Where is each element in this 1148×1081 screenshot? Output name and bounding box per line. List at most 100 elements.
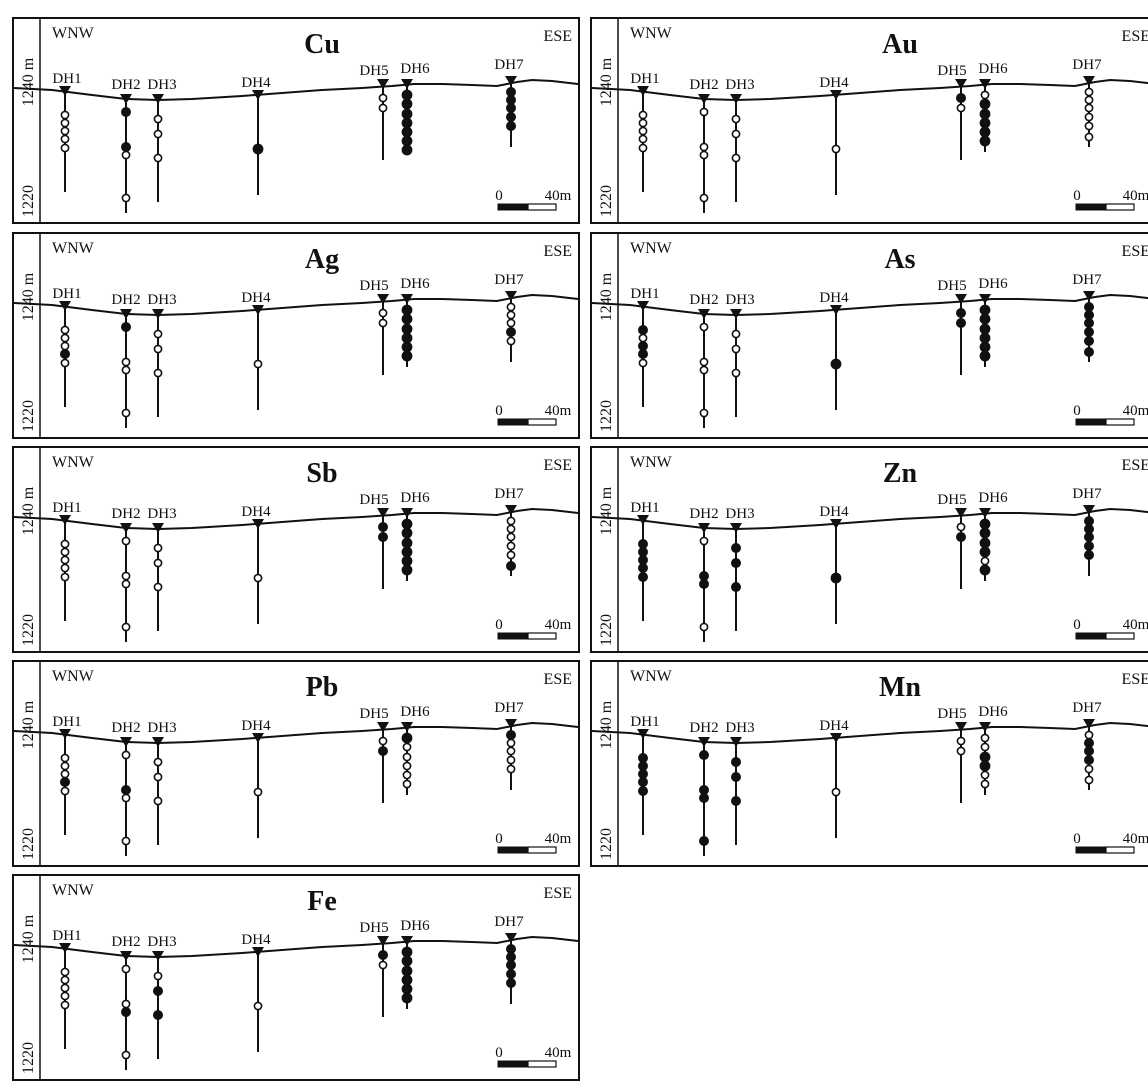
collar-marker-icon — [59, 943, 71, 953]
scale-bar: 0 40m — [1073, 831, 1148, 854]
sample-low-marker — [980, 90, 990, 100]
direction-label-east: ESE — [544, 671, 572, 688]
drill-hole-label: DH2 — [689, 292, 718, 308]
elevation-label-lower: 1220 — [20, 614, 37, 646]
drill-hole-label: DH7 — [1072, 57, 1102, 73]
sample-low-marker — [60, 991, 70, 1001]
sample-high-marker — [699, 793, 710, 804]
sample-low-marker — [60, 110, 70, 120]
drill-hole-label: DH2 — [111, 77, 140, 93]
drill-hole-dh6: DH6 — [978, 704, 1008, 795]
drill-hole-label: DH3 — [725, 720, 754, 736]
drill-hole-label: DH5 — [359, 920, 388, 936]
direction-label-west: WNW — [630, 240, 673, 257]
element-title: Sb — [306, 458, 337, 489]
section-panel-fe: 1240 m 1220 WNW ESE Fe DH1 DH2 DH3 DH4 DH5 DH6 DH7 0… — [12, 874, 580, 1081]
drill-hole-dh2: DH2 — [111, 506, 141, 642]
collar-marker-icon — [120, 737, 132, 747]
scale-bar-open-segment — [1105, 846, 1135, 854]
sample-low-marker — [638, 143, 648, 153]
sample-low-marker — [60, 572, 70, 582]
collar-marker-icon — [152, 309, 164, 319]
drill-hole-dh7: DH7 — [494, 57, 524, 147]
sample-high-marker — [637, 761, 648, 772]
drill-hole-label: DH7 — [494, 700, 524, 716]
topographic-surface — [591, 507, 1148, 531]
section-panel-sb: 1240 m 1220 WNW ESE Sb DH1 DH2 DH3 DH4 DH5 DH6 DH7 0… — [12, 446, 580, 653]
drill-hole-label: DH4 — [241, 504, 271, 520]
sample-high-marker — [731, 772, 742, 783]
sample-low-marker — [831, 787, 841, 797]
panel-frame — [12, 17, 580, 224]
sample-high-marker — [505, 103, 516, 114]
elevation-label-lower: 1220 — [598, 828, 615, 860]
drill-hole-label: DH1 — [52, 928, 81, 944]
sample-high-marker — [979, 304, 991, 316]
collar-marker-icon — [377, 936, 389, 946]
sample-low-marker — [121, 365, 131, 375]
collar-marker-icon — [377, 294, 389, 304]
scale-label-zero: 0 — [495, 403, 503, 419]
drill-hole-dh5: DH5 — [359, 920, 389, 1017]
sample-high-marker — [1083, 541, 1094, 552]
drill-hole-label: DH1 — [630, 71, 659, 87]
sample-high-marker — [401, 350, 413, 362]
sample-high-marker — [59, 349, 70, 360]
sample-low-marker — [378, 103, 388, 113]
sample-high-marker — [1083, 336, 1094, 347]
collar-marker-icon — [637, 729, 649, 739]
sample-high-marker — [1083, 347, 1094, 358]
drill-hole-dh6: DH6 — [978, 61, 1008, 152]
sample-low-marker — [506, 302, 516, 312]
cross-section-svg: 1240 m 1220 WNW ESE Mn DH1 DH2 DH3 DH4 DH5 DH6 DH7 0… — [590, 660, 1148, 867]
sample-low-marker — [638, 110, 648, 120]
sample-low-marker — [638, 358, 648, 368]
collar-marker-icon — [152, 951, 164, 961]
elevation-label-upper: 1240 m — [598, 57, 615, 106]
sample-high-marker — [401, 527, 413, 539]
sample-high-marker — [401, 974, 413, 986]
sample-low-marker — [506, 336, 516, 346]
collar-marker-icon — [505, 76, 517, 86]
drill-hole-label: DH1 — [52, 714, 81, 730]
scale-bar-open-segment — [527, 203, 557, 211]
drill-hole-label: DH4 — [241, 75, 271, 91]
drill-hole-label: DH4 — [819, 75, 849, 91]
panel-frame — [590, 446, 1148, 653]
sample-high-marker — [401, 564, 413, 576]
sample-high-marker — [59, 777, 70, 788]
direction-label-east: ESE — [1122, 28, 1148, 45]
drill-hole-dh5: DH5 — [359, 492, 389, 589]
sample-high-marker — [637, 563, 648, 574]
drill-hole-dh4: DH4 — [819, 75, 849, 195]
drill-hole-label: DH5 — [937, 278, 966, 294]
drill-hole-label: DH4 — [241, 290, 271, 306]
section-panel-pb: 1240 m 1220 WNW ESE Pb DH1 DH2 DH3 DH4 DH5 DH6 DH7 0… — [12, 660, 580, 867]
sample-low-marker — [60, 143, 70, 153]
sample-high-marker — [505, 978, 516, 989]
drill-hole-label: DH2 — [111, 506, 140, 522]
sample-high-marker — [505, 960, 516, 971]
drill-hole-dh6: DH6 — [400, 490, 430, 581]
drill-hole-dh3: DH3 — [725, 292, 755, 417]
sample-low-marker — [956, 746, 966, 756]
sample-high-marker — [401, 144, 413, 156]
sample-high-marker — [731, 757, 742, 768]
scale-bar-open-segment — [1105, 418, 1135, 426]
cross-section-svg: 1240 m 1220 WNW ESE Ag DH1 DH2 DH3 DH4 DH5 DH6 DH7 0… — [12, 232, 580, 439]
drill-hole-dh1: DH1 — [52, 928, 82, 1049]
sample-low-marker — [253, 359, 263, 369]
sample-low-marker — [506, 532, 516, 542]
sample-low-marker — [153, 558, 163, 568]
drill-hole-dh7: DH7 — [1072, 272, 1102, 362]
sample-high-marker — [377, 950, 388, 961]
drill-hole-label: DH1 — [630, 714, 659, 730]
drill-hole-dh2: DH2 — [111, 77, 141, 213]
drill-hole-dh7: DH7 — [494, 272, 524, 362]
elevation-label-lower: 1220 — [598, 400, 615, 432]
drill-hole-dh2: DH2 — [111, 720, 141, 856]
scale-bar: 0 40m — [495, 831, 572, 854]
elevation-label-upper: 1240 m — [20, 914, 37, 963]
scale-label-length: 40m — [545, 617, 572, 633]
sample-high-marker — [377, 522, 388, 533]
